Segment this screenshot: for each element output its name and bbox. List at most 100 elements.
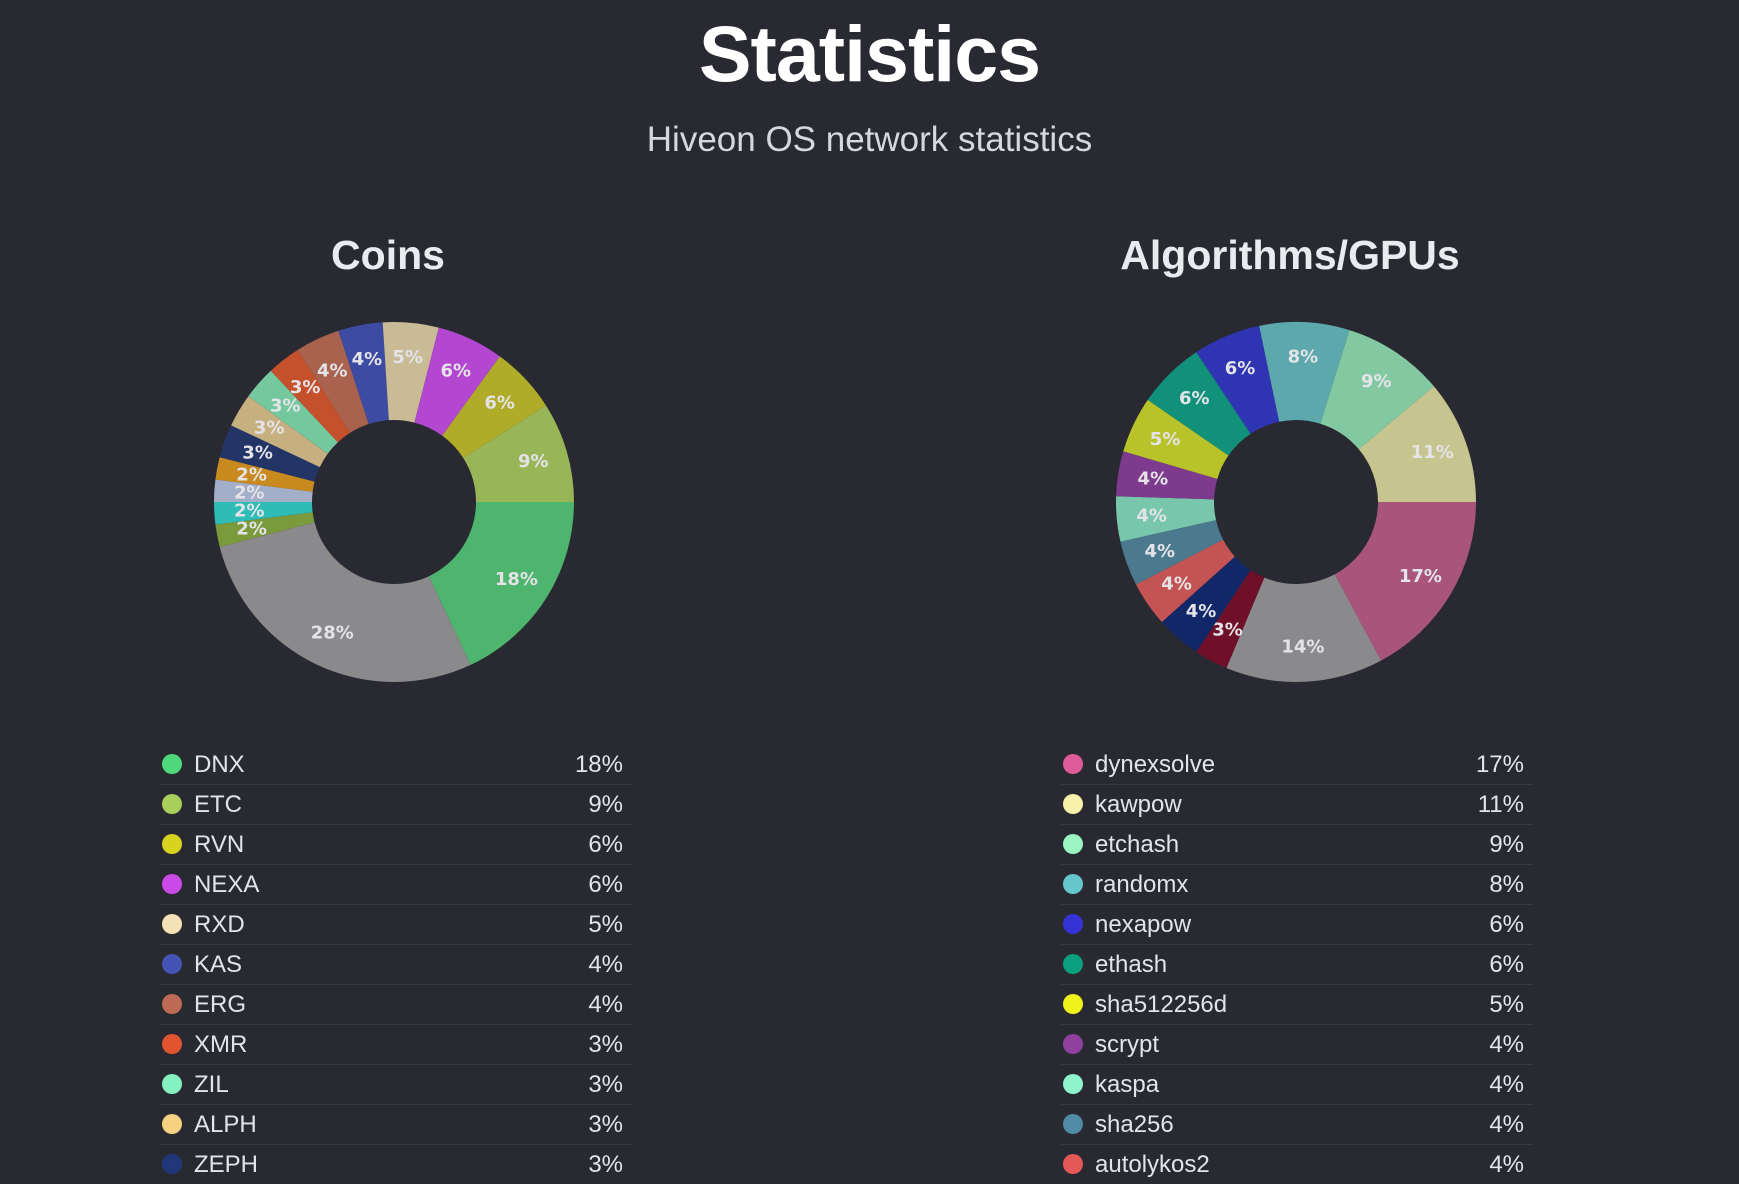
- coins-slice[interactable]: [215, 457, 315, 492]
- algorithms-slice-label: 4%: [1138, 469, 1169, 490]
- coins-slice-label: 3%: [242, 442, 273, 463]
- coins-legend-row[interactable]: ZEPH 3%: [160, 1145, 632, 1184]
- algorithms-slice[interactable]: [1147, 352, 1251, 456]
- coins-slice[interactable]: [219, 522, 471, 682]
- coins-legend-name: NEXA: [194, 871, 260, 898]
- algorithms-legend-row[interactable]: randomx 8%: [1061, 865, 1533, 905]
- algorithms-slice[interactable]: [1196, 570, 1265, 669]
- algorithms-slice[interactable]: [1358, 386, 1476, 502]
- coins-slice-label: 6%: [484, 392, 515, 413]
- coins-slice[interactable]: [270, 350, 351, 443]
- coins-slice-label: 2%: [236, 464, 267, 485]
- algorithms-slice-label: 14%: [1281, 636, 1324, 657]
- algorithms-slice-label: 6%: [1225, 358, 1256, 379]
- algorithms-legend-row[interactable]: dynexsolve 17%: [1061, 745, 1533, 785]
- coins-legend-row[interactable]: KAS 4%: [160, 945, 632, 985]
- coins-legend-dot: [162, 794, 182, 814]
- coins-slice[interactable]: [297, 330, 369, 433]
- coins-slice[interactable]: [463, 405, 574, 502]
- algorithms-legend-value: 4%: [1489, 1151, 1524, 1178]
- coins-slice-label: 18%: [495, 569, 538, 590]
- coins-slice[interactable]: [428, 502, 574, 665]
- coins-legend-row[interactable]: NEXA 6%: [160, 865, 632, 905]
- algorithms-legend-row[interactable]: scrypt 4%: [1061, 1025, 1533, 1065]
- algorithms-legend-row[interactable]: sha256 4%: [1061, 1105, 1533, 1145]
- algorithms-legend-value: 4%: [1489, 1071, 1524, 1098]
- coins-legend-row[interactable]: ERG 4%: [160, 985, 632, 1025]
- algorithms-legend-dot: [1063, 1114, 1083, 1134]
- coins-legend-value: 6%: [588, 871, 623, 898]
- algorithms-slice[interactable]: [1320, 330, 1434, 450]
- coins-slice[interactable]: [219, 425, 320, 482]
- algorithms-slice[interactable]: [1116, 496, 1217, 542]
- coins-legend-name: KAS: [194, 951, 243, 978]
- coins-legend-dot: [162, 874, 182, 894]
- algorithms-legend-row[interactable]: kaspa 4%: [1061, 1065, 1533, 1105]
- coins-slice[interactable]: [213, 479, 313, 502]
- coins-legend-row[interactable]: ALPH 3%: [160, 1105, 632, 1145]
- coins-legend-row[interactable]: ETC 9%: [160, 785, 632, 825]
- algorithms-legend-row[interactable]: sha512256d 5%: [1061, 985, 1533, 1025]
- coins-slice[interactable]: [338, 322, 389, 425]
- algorithms-legend-value: 11%: [1477, 791, 1524, 818]
- coins-legend-row[interactable]: RVN 6%: [160, 825, 632, 865]
- coins-legend-dot: [162, 754, 182, 774]
- coins-slice[interactable]: [215, 512, 315, 547]
- coins-legend: DNX 18% ETC 9% RVN 6% NEXA 6% RXD 5% KAS 4% ERG 4% XMR…: [160, 745, 632, 1184]
- algorithms-slice[interactable]: [1259, 322, 1350, 424]
- algorithms-legend-dot: [1063, 754, 1083, 774]
- algorithms-legend-dot: [1063, 874, 1083, 894]
- algorithms-title: Algorithms/GPUs: [1120, 232, 1460, 278]
- coins-slice-label: 3%: [290, 377, 321, 398]
- algorithms-slice[interactable]: [1136, 539, 1235, 623]
- algorithms-slice[interactable]: [1334, 502, 1476, 661]
- algorithms-legend-value: 9%: [1489, 831, 1524, 858]
- algorithms-slice[interactable]: [1226, 574, 1382, 682]
- algorithms-legend-name: ethash: [1095, 951, 1168, 978]
- algorithms-legend-value: 17%: [1475, 751, 1524, 778]
- coins-legend-name: DNX: [194, 751, 245, 778]
- coins-slice[interactable]: [231, 396, 328, 468]
- coins-legend-value: 6%: [588, 831, 623, 858]
- algorithms-legend-dot: [1063, 1034, 1083, 1054]
- algorithms-legend-row[interactable]: ethash 6%: [1061, 945, 1533, 985]
- coins-slice-label: 9%: [518, 451, 549, 472]
- algorithms-slice-label: 8%: [1288, 347, 1319, 368]
- coins-slice[interactable]: [214, 502, 313, 525]
- coins-legend-name: ZEPH: [194, 1151, 259, 1178]
- algorithms-legend-row[interactable]: nexapow 6%: [1061, 905, 1533, 945]
- coins-slice-label: 4%: [317, 360, 348, 381]
- coins-legend-dot: [162, 1074, 182, 1094]
- algorithms-slice[interactable]: [1161, 556, 1251, 652]
- algorithms-legend-row[interactable]: kawpow 11%: [1061, 785, 1533, 825]
- page-subtitle: Hiveon OS network statistics: [646, 120, 1093, 159]
- coins-slice[interactable]: [248, 370, 338, 454]
- algorithms-slice[interactable]: [1116, 451, 1218, 500]
- algorithms-legend-value: 4%: [1489, 1031, 1524, 1058]
- algorithms-slice[interactable]: [1123, 399, 1229, 479]
- coins-legend-value: 5%: [588, 911, 623, 938]
- coins-slice[interactable]: [382, 322, 439, 423]
- coins-legend-row[interactable]: RXD 5%: [160, 905, 632, 945]
- algorithms-slice-label: 4%: [1186, 601, 1217, 622]
- coins-slice-label: 6%: [440, 360, 471, 381]
- coins-slice-label: 2%: [234, 482, 265, 503]
- coins-legend-value: 9%: [588, 791, 623, 818]
- coins-legend-row[interactable]: XMR 3%: [160, 1025, 632, 1065]
- coins-slice[interactable]: [414, 327, 500, 436]
- algorithms-legend-name: nexapow: [1095, 911, 1192, 938]
- algorithms-legend-row[interactable]: etchash 9%: [1061, 825, 1533, 865]
- coins-legend-name: ETC: [194, 791, 242, 818]
- algorithms-slice[interactable]: [1120, 520, 1224, 585]
- coins-legend-row[interactable]: ZIL 3%: [160, 1065, 632, 1105]
- coins-donut-chart: 18%28%2%2%2%2%3%3%3%3%4%4% 5%6%6%9%: [213, 322, 574, 682]
- algorithms-slice[interactable]: [1196, 325, 1280, 434]
- coins-slice[interactable]: [442, 356, 546, 459]
- coins-legend-name: XMR: [194, 1031, 248, 1058]
- algorithms-legend-value: 5%: [1489, 991, 1524, 1018]
- coins-legend-name: RXD: [194, 911, 245, 938]
- coins-legend-row[interactable]: DNX 18%: [160, 745, 632, 785]
- coins-legend-dot: [162, 994, 182, 1014]
- coins-slice-label: 2%: [234, 501, 265, 522]
- algorithms-legend-row[interactable]: autolykos2 4%: [1061, 1145, 1533, 1184]
